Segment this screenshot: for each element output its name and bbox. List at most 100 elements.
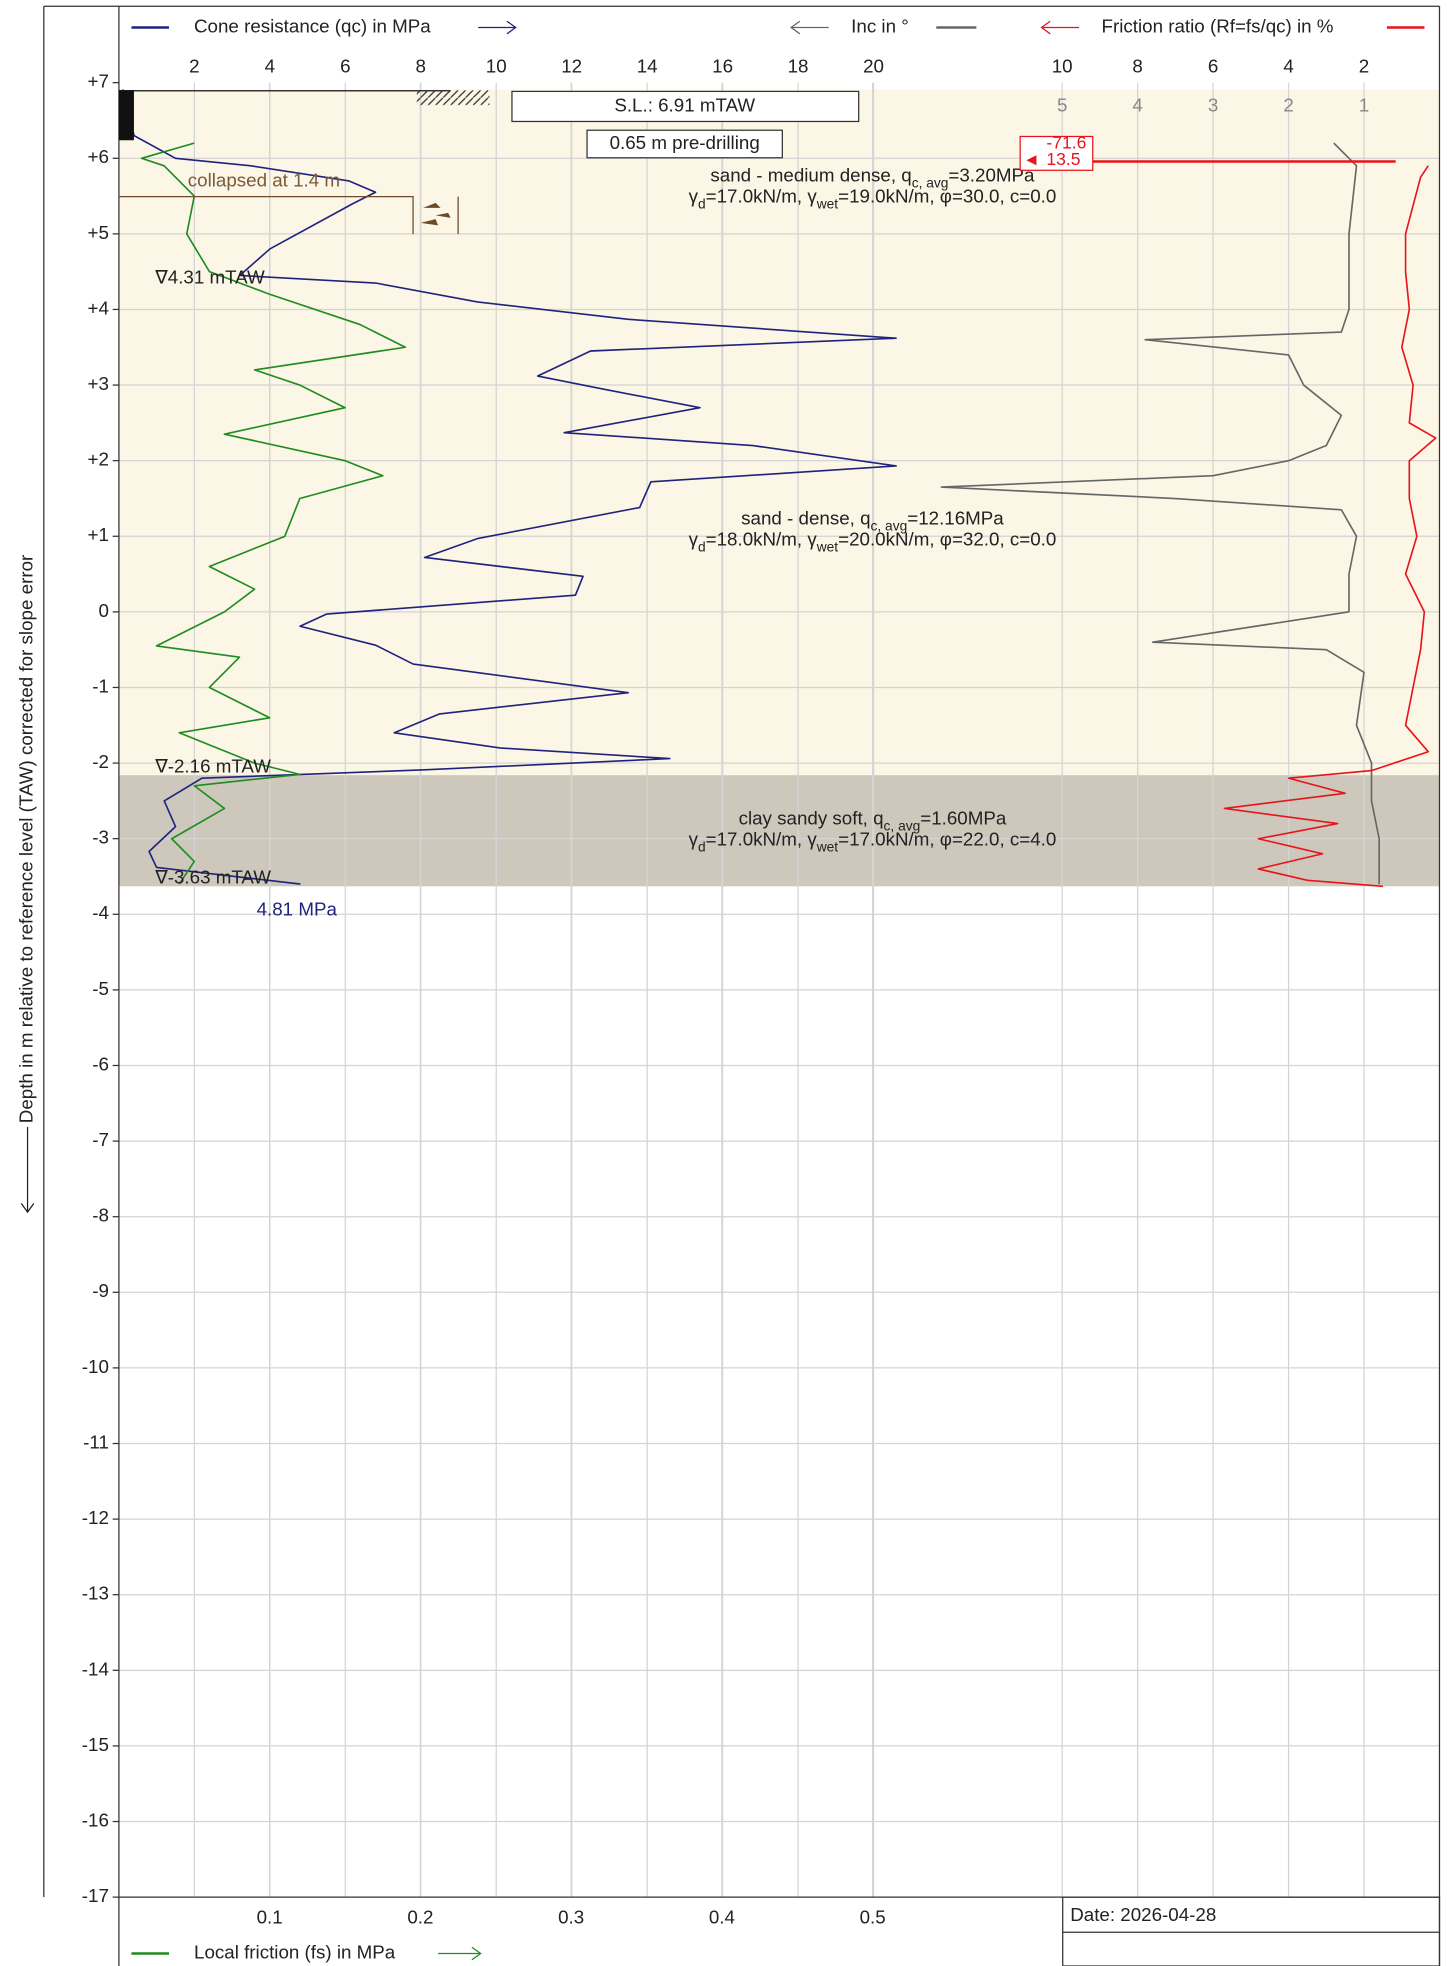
x-tick-label: 0.4 — [709, 1906, 735, 1927]
x-tick-label: 6 — [1208, 56, 1218, 77]
date-label: Date: 2026-04-28 — [1070, 1904, 1216, 1925]
rf-peak-arrow — [1026, 155, 1037, 166]
y-tick-label: +6 — [87, 146, 108, 167]
y-tick-label: +5 — [87, 222, 108, 243]
y-axis-label: Depth in m relative to reference level (… — [15, 555, 36, 1124]
end-qc-label: 4.81 MPa — [257, 898, 338, 919]
layer-properties: γd=17.0kN/m, γwet=19.0kN/m, φ=30.0, c=0.… — [689, 186, 1057, 212]
text-part: clay sandy soft, q — [739, 807, 884, 828]
subscript: d — [698, 540, 706, 555]
surface-label: S.L.: 6.91 mTAW — [614, 94, 755, 115]
text-part: sand - dense, q — [741, 507, 870, 528]
text-part: =17.0kN/m, φ=22.0, c=4.0 — [838, 829, 1056, 850]
profile-line — [121, 89, 897, 885]
legend-label: Local friction (fs) in MPa — [194, 1941, 396, 1962]
subscript: c, avg — [912, 176, 949, 191]
y-tick-label: 0 — [98, 600, 108, 621]
x-tick-label: 0.1 — [257, 1906, 283, 1927]
x-tick-label: 8 — [1132, 56, 1142, 77]
layers — [118, 89, 1440, 887]
text-part: =1.60MPa — [920, 807, 1007, 828]
y-tick-label: -5 — [92, 978, 109, 999]
subscript: wet — [816, 840, 839, 855]
text-part: =20.0kN/m, φ=32.0, c=0.0 — [838, 529, 1056, 550]
text-part: =3.20MPa — [948, 164, 1035, 185]
legend-label: Cone resistance (qc) in MPa — [194, 15, 431, 36]
legend-arrow — [478, 20, 517, 35]
y-tick-label: +4 — [87, 297, 108, 318]
y-tick-label: +3 — [87, 373, 108, 394]
text-part: =18.0kN/m, γ — [706, 529, 818, 550]
y-tick-label: -17 — [82, 1885, 109, 1906]
layer-properties: γd=17.0kN/m, γwet=17.0kN/m, φ=22.0, c=4.… — [689, 829, 1057, 855]
curves — [121, 89, 1437, 888]
y-tick-label: -7 — [92, 1129, 109, 1150]
legend-arrow — [438, 1946, 482, 1961]
predrilling-label: 0.65 m pre-drilling — [610, 132, 760, 153]
labels: sand - medium dense, qc, avg=3.20MPaγd=1… — [82, 56, 1369, 1928]
predrill-box — [586, 129, 783, 159]
profile-line — [140, 142, 407, 885]
y-tick-label: -2 — [92, 751, 109, 772]
legend-arrow — [790, 20, 829, 35]
casing — [118, 90, 134, 141]
text-part: =17.0kN/m, γ — [706, 829, 818, 850]
text-part: γ — [689, 186, 699, 207]
x-tick-label: 20 — [863, 56, 884, 77]
soil-layer — [118, 89, 1440, 287]
x-tick-label: 1 — [1359, 94, 1369, 115]
x-tick-label: 10 — [1052, 56, 1073, 77]
subscript: wet — [816, 540, 839, 555]
x-tick-label: 0.5 — [860, 1906, 886, 1927]
y-tick-label: +2 — [87, 449, 108, 470]
subscript: wet — [816, 197, 839, 212]
legend-arrow — [1040, 20, 1079, 35]
ground-hatch — [416, 90, 490, 106]
y-tick-label: -13 — [82, 1583, 109, 1604]
y-tick-label: -8 — [92, 1205, 109, 1226]
water-level: ∇4.31 mTAW — [154, 266, 265, 287]
text-part: γ — [689, 529, 699, 550]
x-tick-label: 16 — [712, 56, 733, 77]
layer-description: sand - medium dense, qc, avg=3.20MPa — [710, 164, 1035, 190]
grid — [118, 82, 1440, 1898]
text-part: =12.16MPa — [907, 507, 1004, 528]
x-tick-label: 18 — [788, 56, 809, 77]
x-tick-label: 4 — [1132, 94, 1142, 115]
x-tick-label: 2 — [189, 56, 199, 77]
y-tick-label: -11 — [83, 1431, 109, 1452]
x-tick-label: 10 — [486, 56, 507, 77]
y-tick-label: -16 — [82, 1809, 109, 1830]
y-tick-label: -9 — [92, 1280, 109, 1301]
sl-box — [511, 90, 860, 123]
text-part: sand - medium dense, q — [710, 164, 911, 185]
x-tick-label: 4 — [265, 56, 275, 77]
soil-layer — [118, 286, 1440, 776]
x-tick-label: 4 — [1283, 56, 1293, 77]
subscript: d — [698, 197, 706, 212]
profile-line — [1223, 165, 1437, 888]
x-tick-label: 2 — [1359, 56, 1369, 77]
legend-label: Inc in ° — [851, 15, 909, 36]
legend-label: Friction ratio (Rf=fs/qc) in % — [1102, 15, 1334, 36]
collapse-marker — [118, 195, 459, 235]
x-tick-label: 0.2 — [407, 1906, 433, 1927]
y-tick-label: -6 — [92, 1053, 109, 1074]
x-tick-label: 6 — [340, 56, 350, 77]
layer-description: sand - dense, qc, avg=12.16MPa — [741, 507, 1004, 533]
x-tick-label: 0.3 — [558, 1906, 584, 1927]
text-part: =19.0kN/m, φ=30.0, c=0.0 — [838, 186, 1056, 207]
subscript: d — [698, 840, 706, 855]
y-tick-label: -14 — [82, 1658, 109, 1679]
soil-layer — [118, 775, 1440, 887]
rf-peak-box — [1019, 135, 1094, 171]
x-tick-label: 2 — [1283, 94, 1293, 115]
ylabel-arrow — [20, 1127, 35, 1214]
subscript: c, avg — [871, 518, 908, 533]
subscript: c, avg — [884, 819, 921, 834]
y-tick-label: +7 — [87, 71, 108, 92]
x-tick-label: 12 — [561, 56, 582, 77]
collapsed-label: collapsed at 1.4 m — [188, 170, 340, 191]
